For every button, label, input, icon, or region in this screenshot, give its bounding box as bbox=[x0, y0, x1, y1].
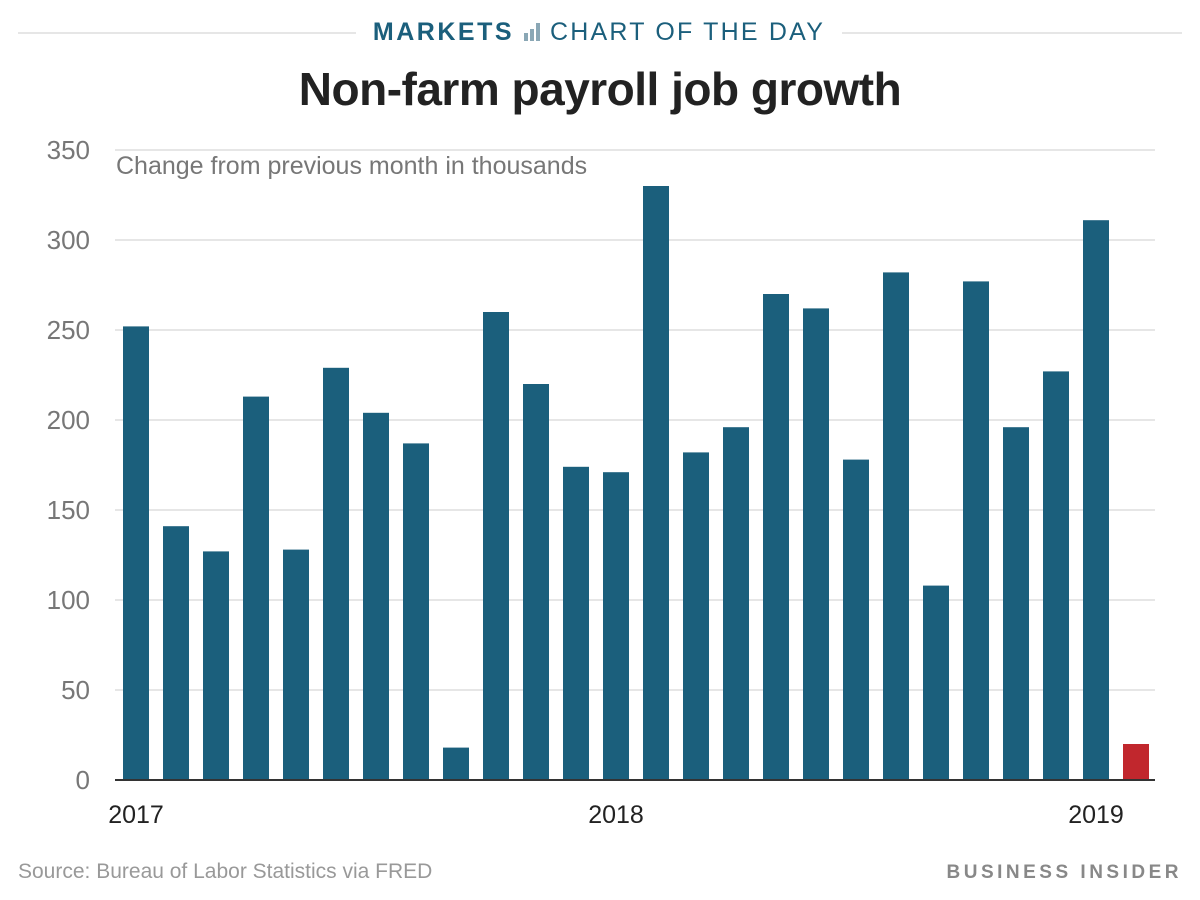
chart-title: Non-farm payroll job growth bbox=[298, 63, 902, 115]
y-tick-label: 350 bbox=[47, 135, 90, 165]
bar bbox=[483, 312, 509, 780]
bar bbox=[243, 396, 269, 780]
bar bbox=[283, 549, 309, 780]
bar bbox=[1083, 220, 1109, 780]
bar bbox=[1043, 371, 1069, 780]
bar bbox=[603, 472, 629, 780]
y-tick-label: 250 bbox=[47, 315, 90, 345]
bar bbox=[1003, 427, 1029, 780]
bar bbox=[363, 412, 389, 780]
banner-label-group: MARKETS CHART OF THE DAY bbox=[356, 14, 842, 50]
bar bbox=[723, 427, 749, 780]
chart-subtitle: Change from previous month in thousands bbox=[116, 152, 592, 181]
x-tick-label: 2017 bbox=[108, 801, 164, 829]
bar bbox=[323, 367, 349, 780]
source-note: Source: Bureau of Labor Statistics via F… bbox=[18, 860, 433, 883]
bar bbox=[883, 272, 909, 780]
bar bbox=[683, 452, 709, 780]
bar bbox=[123, 326, 149, 780]
bar bbox=[763, 294, 789, 780]
bar bbox=[843, 459, 869, 780]
x-tick-label: 2019 bbox=[1068, 801, 1124, 829]
chart-of-the-day-label: CHART OF THE DAY bbox=[550, 17, 826, 46]
y-tick-label: 300 bbox=[47, 225, 90, 255]
bar bbox=[803, 308, 829, 780]
x-tick-label: 2018 bbox=[588, 801, 644, 829]
brand-logo: BUSINESS INSIDER bbox=[946, 862, 1182, 883]
y-tick-label: 200 bbox=[47, 405, 90, 435]
y-tick-label: 0 bbox=[76, 765, 90, 795]
bar-latest bbox=[1123, 744, 1149, 780]
bar bbox=[203, 551, 229, 780]
bar bbox=[643, 186, 669, 780]
bar bbox=[443, 747, 469, 780]
chart-of-the-day-banner: MARKETS CHART OF THE DAY bbox=[0, 14, 1200, 50]
banner-rule-right bbox=[842, 32, 1182, 34]
bar bbox=[523, 384, 549, 780]
bar bbox=[923, 585, 949, 780]
bar bbox=[163, 526, 189, 780]
y-tick-label: 50 bbox=[61, 675, 90, 705]
banner-rule-left bbox=[18, 32, 356, 34]
bar-chart-icon bbox=[524, 23, 541, 41]
y-tick-label: 100 bbox=[47, 585, 90, 615]
y-tick-label: 150 bbox=[47, 495, 90, 525]
bar bbox=[403, 443, 429, 780]
markets-label: MARKETS bbox=[372, 17, 515, 46]
bar bbox=[563, 466, 589, 780]
bar bbox=[963, 281, 989, 780]
